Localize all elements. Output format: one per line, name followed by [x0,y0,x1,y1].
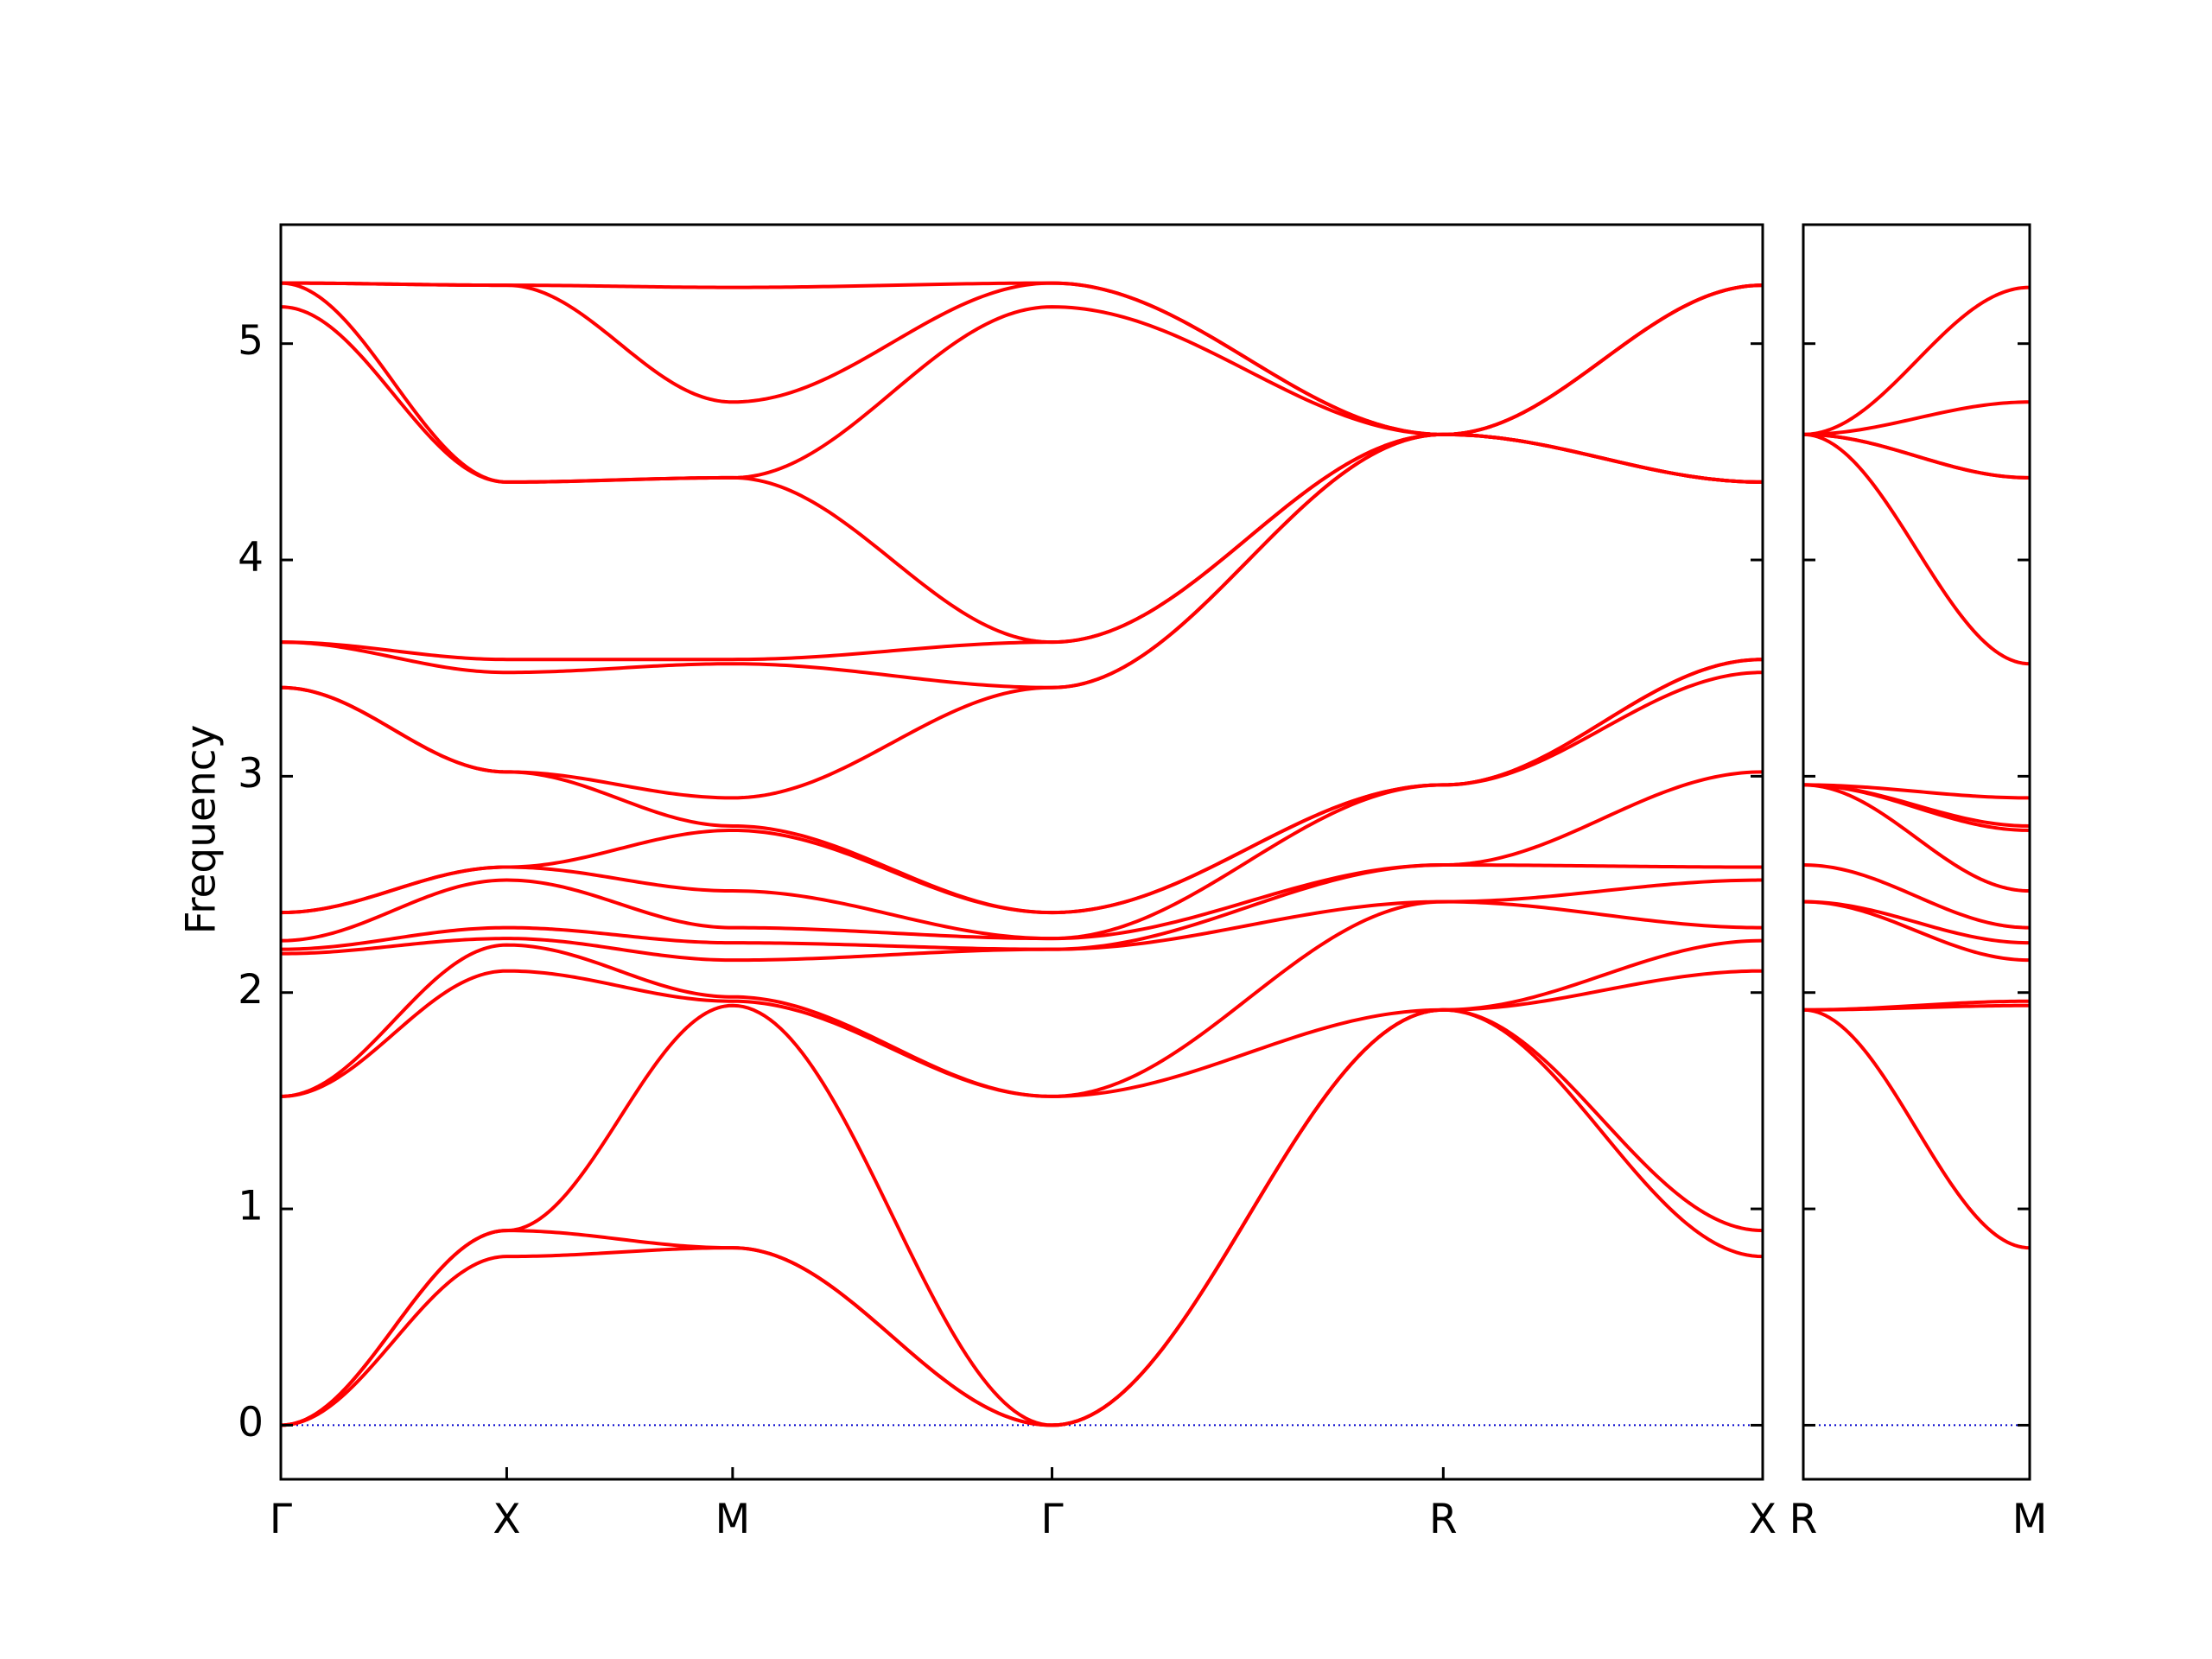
x-tick-label: R [1789,1496,1818,1543]
band-line-3 [281,969,1763,1427]
y-tick-label: 3 [238,750,264,798]
plot-frame [1802,223,2031,1481]
band-line-6 [1803,863,2030,930]
y-tick-label: 2 [238,966,264,1014]
band-line-5 [281,899,1763,1098]
y-tick-label: 5 [238,317,264,365]
band-line-4 [281,938,1763,1098]
y-tick-label: 4 [238,534,264,582]
x-tick-label: Γ [1040,1496,1063,1543]
panel-1: Γ X M Γ R X 0 1 2 3 4 5 [238,223,1777,1543]
bands [1803,285,2030,1250]
band-line-14 [1803,400,2030,436]
x-tick-label: Γ [270,1496,292,1543]
band-line-1 [1803,1007,2030,1250]
plot-frame [279,223,1764,1481]
x-tick-label: X [1749,1496,1777,1543]
x-tick-label: R [1429,1496,1458,1543]
y-tick-label: 1 [238,1183,264,1230]
band-line-18 [281,281,1763,436]
band-line-7 [1803,783,2030,893]
band-line-7 [281,863,1763,951]
y-tick-label: 0 [238,1399,264,1446]
bands [281,281,1763,1427]
band-line-10 [1803,783,2030,800]
band-line-13 [1803,432,2030,480]
band-line-3 [1803,999,2030,1012]
band-line-15 [1803,285,2030,436]
band-line-6 [281,878,1763,963]
band-line-8 [281,770,1763,943]
x-tick-label: M [2012,1496,2048,1543]
band-line-9 [1803,783,2030,828]
band-line-5 [1803,899,2030,945]
x-tick-label: M [715,1496,751,1543]
x-tick-label: X [493,1496,520,1543]
band-line-11 [1803,432,2030,666]
y-axis-title: Frequency [178,725,226,935]
